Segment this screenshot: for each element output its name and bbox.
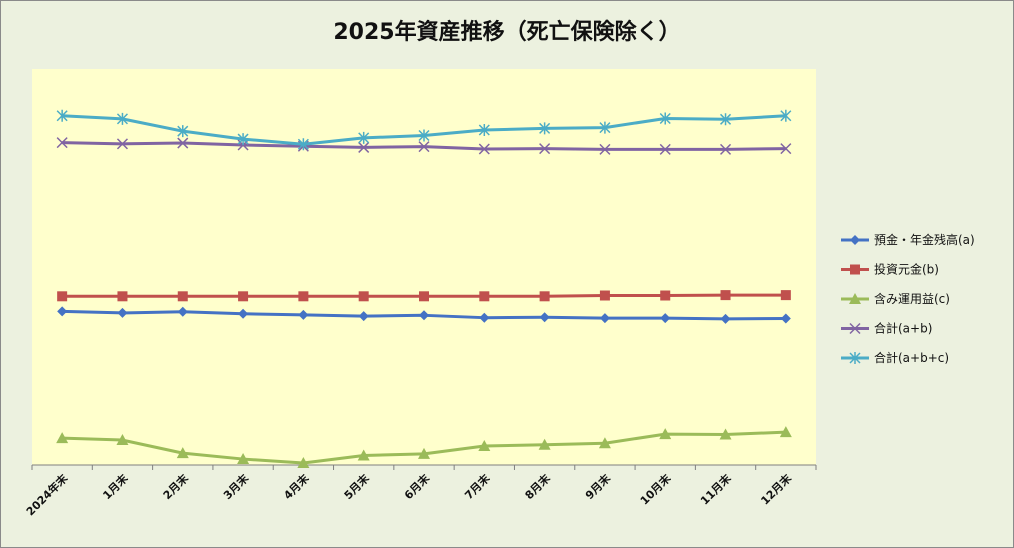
data-point [478,439,491,451]
series [56,426,792,469]
data-point [780,313,791,324]
data-point [56,109,68,122]
data-point [539,122,551,135]
data-point [418,447,430,459]
data-point [478,143,490,155]
plot-area [32,69,816,465]
x-tick-label: 6月末 [401,471,433,503]
data-point [177,125,189,138]
data-point [419,310,429,321]
data-point [779,426,792,438]
chart-title: 2025年資産推移（死亡保険除く） [333,20,681,45]
data-point [599,143,611,155]
x-tick-label: 2月末 [160,471,192,503]
data-point [116,112,128,125]
data-point [659,143,671,155]
legend-label: 投資元金(b) [874,262,939,277]
data-point [850,235,860,245]
data-point [116,138,128,150]
x-tick-label: 11月末 [697,471,734,508]
legend-item: 投資元金(b) [841,262,939,277]
data-point [599,121,611,134]
data-point [478,123,490,136]
series [57,306,791,324]
data-point [177,137,189,149]
x-tick-label: 4月末 [281,471,313,503]
data-point [479,312,490,323]
x-tick-label: 12月末 [758,471,795,508]
legend-item: 含み運用益(c) [841,291,950,306]
x-tick-label: 10月末 [637,471,674,508]
data-point [298,291,309,302]
data-point [850,264,860,275]
x-tick-label: 8月末 [522,471,554,503]
data-point [358,141,370,153]
data-point [660,313,671,324]
data-point [117,291,128,302]
data-point [849,293,861,304]
legend-label: 含み運用益(c) [874,291,950,306]
data-point [539,291,550,302]
x-tick-label: 7月末 [462,471,494,503]
data-point [780,290,791,301]
data-point [599,313,610,324]
data-point [849,352,861,364]
data-point [479,291,490,302]
x-tick-label: 9月末 [582,471,614,503]
legend-item: 預金・年金残高(a) [841,232,975,247]
data-point [237,133,249,146]
data-point [418,141,430,153]
legend-label: 預金・年金残高(a) [874,232,975,247]
x-tick-label: 2024年末 [23,471,71,519]
data-point [177,291,188,302]
data-point [719,428,732,440]
data-point [237,453,250,465]
data-point [538,438,551,450]
data-point [780,143,792,155]
x-tick-label: 3月末 [220,471,252,503]
data-point [117,307,128,318]
data-point [57,306,68,317]
data-point [659,428,672,440]
data-point [238,308,249,319]
data-point [598,437,611,449]
data-point [720,143,732,155]
data-point [720,113,732,126]
legend-item: 合計(a+b) [841,321,932,336]
data-point [358,131,370,144]
data-point [720,290,731,301]
data-point [297,138,309,151]
series [57,290,791,302]
data-point [297,457,310,469]
data-point [176,447,189,459]
legend-label: 合計(a+b+c) [874,350,949,365]
data-point [177,306,188,317]
data-point [358,311,369,322]
data-point [539,312,550,323]
data-point [238,291,249,302]
data-point [116,434,129,446]
x-tick-label: 1月末 [100,471,132,503]
data-point [539,143,551,155]
data-point [357,449,370,461]
data-point [418,129,430,142]
legend-label: 合計(a+b) [874,321,932,336]
data-point [57,291,68,302]
data-point [599,290,610,301]
series [56,137,792,155]
data-point [780,109,792,122]
data-point [298,309,309,320]
data-point [659,112,671,125]
data-point [358,291,369,302]
x-tick-label: 5月末 [341,471,373,503]
data-point [660,290,671,301]
legend-item: 合計(a+b+c) [841,350,949,365]
series [56,109,792,151]
data-point [56,137,68,149]
data-point [56,432,69,444]
data-point [849,322,861,335]
data-point [720,313,731,324]
data-point [419,291,429,302]
